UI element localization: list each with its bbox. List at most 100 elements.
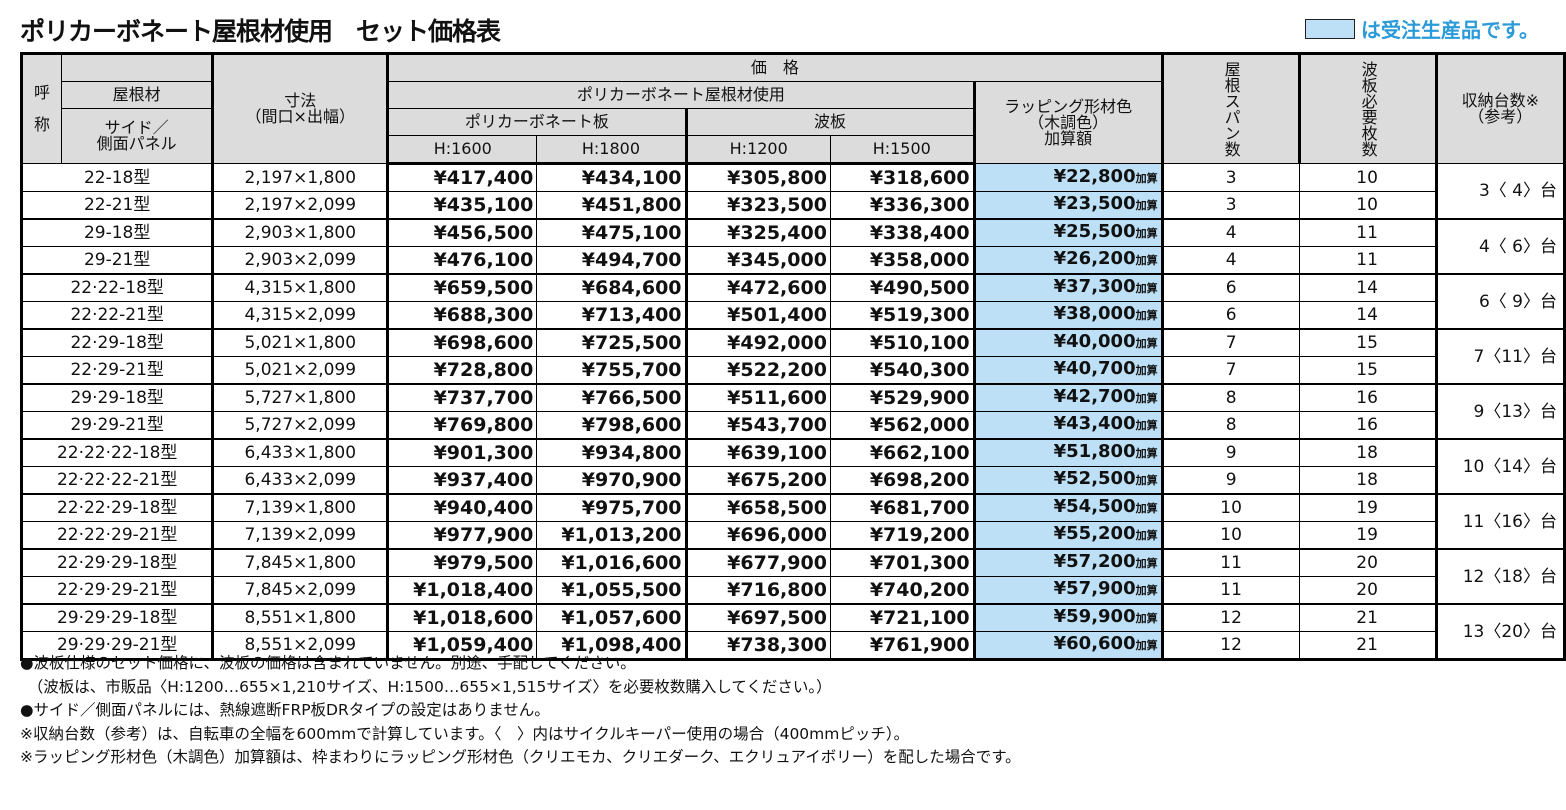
price-poly-h1800: ¥1,057,600 xyxy=(536,603,687,632)
wave-sheet-count: 19 xyxy=(1298,521,1438,550)
wave-sheet-count: 14 xyxy=(1298,273,1438,302)
notes: ●波板仕様のセット価格に、波板の価格は含まれていません。別途、手配してください。… xyxy=(20,652,1021,770)
surcharge-suffix: 加算 xyxy=(1135,584,1158,597)
model-name: 22·29·29-18型 xyxy=(20,548,214,577)
table-row: 22·29-18型 5,021×1,800 ¥698,600 ¥725,500 ¥492… xyxy=(20,328,1566,385)
price-poly-h1800: ¥934,800 xyxy=(536,438,687,467)
price-wave-h1500: ¥719,200 xyxy=(829,521,975,550)
wrap-surcharge: ¥60,600加算 xyxy=(972,631,1163,661)
price-wave-h1200: ¥716,800 xyxy=(684,576,831,605)
note: ●サイド／側面パネルには、熱線遮断FRP板DRタイプの設定はありません。 xyxy=(20,701,550,719)
price-poly-h1800: ¥798,600 xyxy=(536,411,687,440)
storage-count: 11〈16〉台 xyxy=(1435,493,1566,550)
model-name: 29-18型 xyxy=(20,218,214,247)
header-wave: 波板 xyxy=(684,108,975,136)
table-row: 22·29·29-18型 7,845×1,800 ¥979,500 ¥1,016,60… xyxy=(20,548,1566,605)
size: 5,021×1,800 xyxy=(211,328,390,357)
roof-span-count: 6 xyxy=(1160,273,1300,302)
header-poly-roof: ポリカーボネート屋根材使用 xyxy=(387,81,975,109)
price-poly-h1800: ¥755,700 xyxy=(536,356,687,385)
header-storage: 収納台数※ （参考） xyxy=(1435,53,1566,164)
price-wave-h1500: ¥701,300 xyxy=(829,548,975,577)
roof-span-count: 9 xyxy=(1160,466,1300,495)
price-wave-h1500: ¥721,100 xyxy=(829,603,975,632)
wave-sheet-count: 21 xyxy=(1298,631,1438,661)
header-size: 寸法 （間口×出幅） xyxy=(211,53,390,164)
wrap-surcharge: ¥51,800加算 xyxy=(972,438,1163,467)
model-name: 29·29-21型 xyxy=(20,411,214,440)
wave-sheet-count: 11 xyxy=(1298,218,1438,247)
model-name: 22-18型 xyxy=(20,163,214,192)
price-poly-h1600: ¥698,600 xyxy=(387,328,538,357)
size: 2,903×1,800 xyxy=(211,218,390,247)
storage-count: 9〈13〉台 xyxy=(1435,383,1566,440)
storage-count: 3〈 4〉台 xyxy=(1435,163,1566,220)
surcharge-suffix: 加算 xyxy=(1135,502,1158,515)
price-table: 呼称 寸法 （間口×出幅）価 格屋根スパン数 波板必要枚数 収納台数※ （参考） 屋根… xyxy=(20,52,1566,661)
price-wave-h1500: ¥318,600 xyxy=(829,163,975,192)
wrap-surcharge: ¥26,200加算 xyxy=(972,246,1163,275)
price-poly-h1600: ¥456,500 xyxy=(387,218,538,247)
legend-text: は受注生産品です。 xyxy=(1361,18,1539,42)
header-side: サイド／ 側面パネル xyxy=(60,108,214,164)
wave-sheet-count: 15 xyxy=(1298,328,1438,357)
price-poly-h1600: ¥728,800 xyxy=(387,356,538,385)
price-wave-h1200: ¥696,000 xyxy=(684,521,831,550)
size: 6,433×1,800 xyxy=(211,438,390,467)
price-poly-h1800: ¥684,600 xyxy=(536,273,687,302)
size: 7,845×1,800 xyxy=(211,548,390,577)
roof-span-count: 8 xyxy=(1160,411,1300,440)
surcharge-suffix: 加算 xyxy=(1135,392,1158,405)
price-poly-h1600: ¥435,100 xyxy=(387,191,538,220)
price-wave-h1500: ¥490,500 xyxy=(829,273,975,302)
wrap-surcharge: ¥43,400加算 xyxy=(972,411,1163,440)
price-wave-h1200: ¥305,800 xyxy=(684,163,831,192)
price-poly-h1600: ¥737,700 xyxy=(387,383,538,412)
price-wave-h1500: ¥681,700 xyxy=(829,493,975,522)
wrap-surcharge: ¥59,900加算 xyxy=(972,603,1163,632)
price-poly-h1800: ¥475,100 xyxy=(536,218,687,247)
price-poly-h1800: ¥975,700 xyxy=(536,493,687,522)
table-row: 29·29·29-21型 8,551×2,099 ¥1,059,400 ¥1,098,… xyxy=(20,631,1565,661)
header-h1800: H:1800 xyxy=(536,135,687,165)
wave-sheet-count: 10 xyxy=(1298,191,1438,220)
header-wrap: ラッピング形材色 （木調色） 加算額 xyxy=(972,81,1163,164)
price-poly-h1800: ¥970,900 xyxy=(536,466,687,495)
note: ※収納台数（参考）は、自転車の全幅を600mmで計算しています。〈 〉内はサイク… xyxy=(20,724,910,743)
roof-span-count: 4 xyxy=(1160,246,1300,275)
wave-sheet-count: 18 xyxy=(1298,438,1438,467)
wave-sheet-count: 20 xyxy=(1298,576,1438,605)
size: 5,727×2,099 xyxy=(211,411,390,440)
price-poly-h1800: ¥494,700 xyxy=(536,246,687,275)
price-wave-h1200: ¥511,600 xyxy=(684,383,831,412)
size: 8,551×2,099 xyxy=(211,631,390,661)
price-poly-h1600: ¥940,400 xyxy=(387,493,538,522)
table-row: 22·22-21型 4,315×2,099 ¥688,300 ¥713,400 ¥501… xyxy=(20,301,1565,330)
table-row: 29-21型 2,903×2,099 ¥476,100 ¥494,700 ¥345,00… xyxy=(20,246,1565,275)
model-name: 29·29·29-18型 xyxy=(20,603,214,632)
roof-span-count: 10 xyxy=(1160,521,1300,550)
roof-span-count: 11 xyxy=(1160,576,1300,605)
wrap-surcharge: ¥40,700加算 xyxy=(972,356,1163,385)
header-h1600: H:1600 xyxy=(387,135,538,165)
model-name: 22-21型 xyxy=(20,191,214,220)
roof-span-count: 3 xyxy=(1160,191,1300,220)
table-row: 29-18型 2,903×1,800 ¥456,500 ¥475,100 ¥325,40… xyxy=(20,218,1566,275)
surcharge-suffix: 加算 xyxy=(1135,254,1158,267)
wrap-surcharge: ¥40,000加算 xyxy=(972,328,1163,357)
price-poly-h1800: ¥1,013,200 xyxy=(536,521,687,550)
surcharge-suffix: 加算 xyxy=(1135,199,1158,212)
surcharge-suffix: 加算 xyxy=(1135,171,1158,185)
size: 7,139×2,099 xyxy=(211,521,390,550)
roof-span-count: 4 xyxy=(1160,218,1300,247)
price-wave-h1200: ¥675,200 xyxy=(684,466,831,495)
price-poly-h1800: ¥434,100 xyxy=(536,163,687,192)
model-name: 22·29-18型 xyxy=(20,328,214,357)
wave-sheet-count: 10 xyxy=(1298,163,1438,192)
model-name: 29·29-18型 xyxy=(20,383,214,412)
price-wave-h1200: ¥738,300 xyxy=(684,631,831,661)
wrap-surcharge: ¥54,500加算 xyxy=(972,493,1163,522)
price-wave-h1500: ¥662,100 xyxy=(829,438,975,467)
table-row: 22·22·22-21型 6,433×2,099 ¥937,400 ¥970,900 ¥… xyxy=(20,466,1565,495)
table-row: 22·22-18型 4,315×1,800 ¥659,500 ¥684,600 ¥472… xyxy=(20,273,1566,330)
